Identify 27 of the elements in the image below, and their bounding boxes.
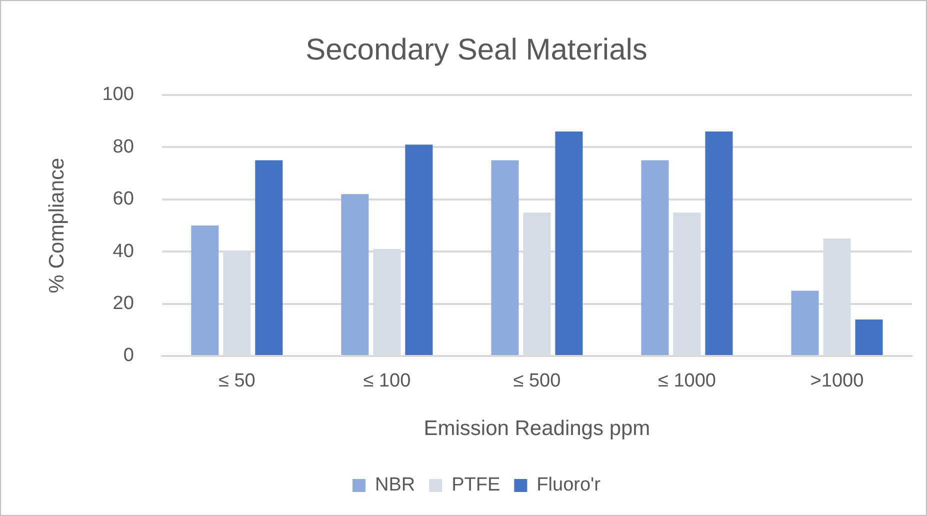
bar xyxy=(341,194,369,355)
y-tick-label: 0 xyxy=(123,345,134,366)
y-tick-label: 100 xyxy=(102,84,134,106)
legend-label: NBR xyxy=(375,474,416,496)
legend-label: Fluoro'r xyxy=(536,474,602,496)
bar xyxy=(255,160,283,355)
y-tick-label: 20 xyxy=(112,293,134,314)
x-axis-title: Emission Readings ppm xyxy=(424,417,650,440)
y-axis-title: % Compliance xyxy=(45,158,68,294)
chart-title: Secondary Seal Materials xyxy=(306,33,648,66)
y-tick-label: 40 xyxy=(112,240,134,262)
bar xyxy=(555,132,583,355)
x-tick-label: ≤ 500 xyxy=(513,370,561,392)
bar xyxy=(855,319,883,355)
bar xyxy=(705,132,733,355)
legend-label: PTFE xyxy=(452,474,500,496)
x-tick-label: ≤ 1000 xyxy=(658,370,716,392)
x-tick-label: >1000 xyxy=(810,370,864,392)
bar xyxy=(491,160,519,355)
y-tick-label: 80 xyxy=(112,136,134,158)
bar xyxy=(191,226,219,355)
bar xyxy=(405,144,433,355)
y-tick-label: 60 xyxy=(112,188,134,210)
x-tick-label: ≤ 50 xyxy=(218,370,256,392)
x-tick-label: ≤ 100 xyxy=(363,370,411,392)
bar xyxy=(791,290,819,355)
bar xyxy=(641,160,669,355)
